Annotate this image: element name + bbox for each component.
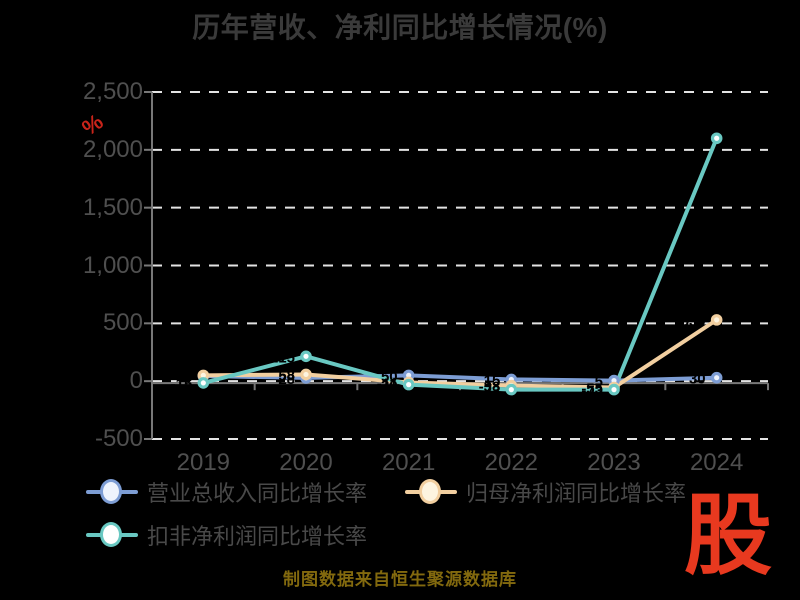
data-point-label: -30 xyxy=(376,378,398,395)
data-point-label: 50 xyxy=(176,368,193,385)
legend-line-circle-marker xyxy=(86,521,138,549)
brand-logo: 股 xyxy=(684,486,773,585)
legend-line-circle-marker xyxy=(405,478,458,506)
legend-item-non-gaap-profit-growth[interactable]: 扣非净利润同比增长率 xyxy=(86,521,367,549)
non-gaap-profit-growth-point xyxy=(300,350,312,363)
legend-row-2: 扣非净利润同比增长率 xyxy=(86,521,724,549)
y-axis-label: 1,000 xyxy=(82,251,143,279)
legend-item-net-profit-growth[interactable]: 归母净利润同比增长率 xyxy=(405,478,686,506)
revenue-growth-line xyxy=(201,373,719,383)
data-point-label: 30 xyxy=(689,371,706,388)
data-point-label: -38 xyxy=(479,379,501,396)
legend-marker-circle xyxy=(419,479,442,504)
data-point-label: -73 xyxy=(479,383,501,400)
data-point-label: 50 xyxy=(381,368,398,385)
data-point-label: -73 xyxy=(581,383,603,400)
x-axis-label: 2019 xyxy=(176,449,231,476)
source-note: 制图数据来自恒生聚源数据库 xyxy=(283,570,517,589)
data-point-label: -11 xyxy=(377,375,398,392)
y-axis-label: -500 xyxy=(94,425,143,452)
data-point-label: 5 xyxy=(595,374,603,391)
chart-legend: 营业总收入同比增长率 归母净利润同比增长率 扣非净利润同比增长率 xyxy=(86,478,724,549)
data-point-label: 2100 xyxy=(672,131,705,148)
legend-label: 归母净利润同比增长率 xyxy=(466,481,687,506)
non-gaap-profit-growth-line xyxy=(201,136,719,392)
x-axis-label: 2020 xyxy=(279,449,333,476)
non-gaap-profit-growth-point xyxy=(710,132,723,145)
data-point-label: -55 xyxy=(581,381,603,398)
net-profit-growth-line xyxy=(201,317,719,390)
y-axis-label: 2,000 xyxy=(82,135,143,163)
legend-label: 营业总收入同比增长率 xyxy=(147,481,368,506)
data-point-label: 215 xyxy=(270,349,295,366)
legend-row-1: 营业总收入同比增长率 归母净利润同比增长率 xyxy=(86,478,724,506)
x-axis-label: 2021 xyxy=(381,449,436,476)
net-profit-growth-point xyxy=(300,368,312,381)
net-profit-growth-point xyxy=(710,314,723,326)
x-axis-label: 2022 xyxy=(484,449,539,476)
non-gaap-profit-growth-point xyxy=(608,383,620,396)
legend-label: 扣非净利润同比增长率 xyxy=(147,524,368,549)
data-point-label: -15 xyxy=(171,376,193,393)
x-axis-label: 2024 xyxy=(689,449,744,476)
y-axis-label: 2,500 xyxy=(82,78,143,105)
legend-item-revenue-growth[interactable]: 营业总收入同比增长率 xyxy=(86,478,367,506)
revenue-growth-point xyxy=(710,371,723,384)
x-axis-label: 2023 xyxy=(587,449,641,476)
data-point-label: 15 xyxy=(484,372,501,389)
data-point-label: 530 xyxy=(681,313,706,330)
chart-title: 历年营收、净利同比增长情况(%) xyxy=(192,12,608,43)
legend-line-circle-marker xyxy=(86,478,138,506)
non-gaap-profit-growth-point xyxy=(197,377,210,389)
legend-marker-circle xyxy=(100,479,122,504)
y-axis-label: 0 xyxy=(129,367,143,395)
legend-marker-circle xyxy=(100,522,122,547)
y-axis-label: 500 xyxy=(102,309,143,337)
non-gaap-profit-growth-point xyxy=(505,383,518,396)
data-point-label: 28 xyxy=(278,371,295,388)
y-axis-label: 1,500 xyxy=(82,193,143,221)
non-gaap-profit-growth-point xyxy=(402,378,415,391)
data-point-label: 58 xyxy=(278,367,295,384)
data-point-label: 45 xyxy=(176,369,193,386)
